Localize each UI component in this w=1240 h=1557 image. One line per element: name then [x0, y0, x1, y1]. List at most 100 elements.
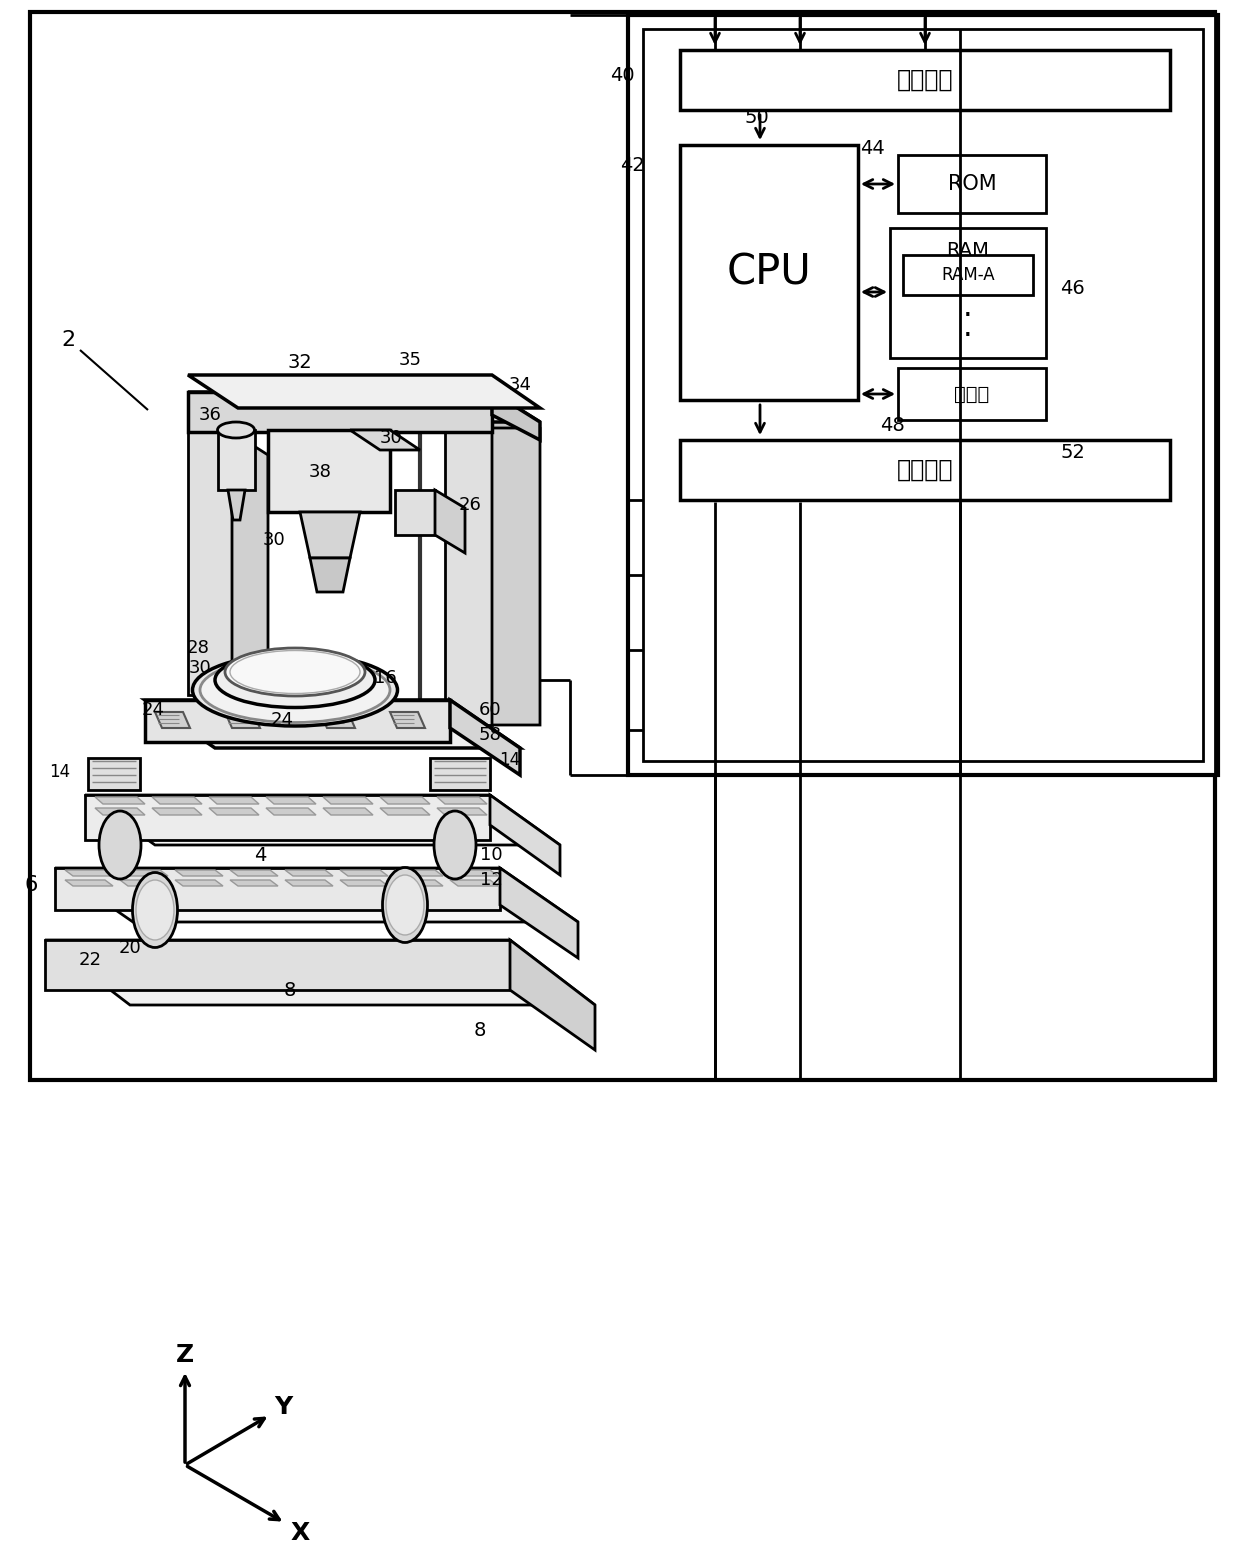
Text: 24: 24 [270, 712, 294, 729]
Polygon shape [145, 701, 520, 747]
Text: 26: 26 [459, 497, 481, 514]
Polygon shape [88, 758, 140, 789]
Text: 46: 46 [1060, 279, 1085, 297]
Ellipse shape [136, 880, 174, 940]
Polygon shape [340, 880, 388, 886]
Polygon shape [175, 880, 223, 886]
Polygon shape [64, 880, 113, 886]
Polygon shape [350, 430, 420, 450]
Bar [627, 16, 1218, 775]
Text: 36: 36 [198, 406, 222, 424]
Polygon shape [267, 808, 316, 814]
Polygon shape [188, 392, 492, 431]
Text: 输入接口: 输入接口 [897, 69, 954, 92]
Ellipse shape [386, 875, 424, 936]
Ellipse shape [133, 872, 177, 948]
Ellipse shape [382, 867, 428, 942]
Polygon shape [396, 880, 443, 886]
Text: 48: 48 [880, 416, 905, 434]
Polygon shape [500, 867, 578, 958]
Polygon shape [445, 395, 492, 726]
Polygon shape [210, 797, 259, 803]
Bar [680, 50, 1171, 111]
Polygon shape [188, 431, 232, 694]
Polygon shape [285, 880, 334, 886]
Bar [30, 12, 1215, 1081]
Text: 42: 42 [620, 156, 645, 174]
Polygon shape [175, 870, 223, 877]
Text: 30: 30 [379, 430, 403, 447]
Text: 30: 30 [188, 659, 211, 677]
Polygon shape [153, 808, 202, 814]
Text: 20: 20 [119, 939, 141, 958]
Text: 2: 2 [61, 330, 76, 350]
Text: 8: 8 [474, 1020, 486, 1040]
Polygon shape [310, 557, 350, 592]
Bar [898, 156, 1047, 213]
Polygon shape [188, 392, 539, 422]
Text: ·: · [963, 302, 973, 330]
Text: 12: 12 [480, 870, 503, 889]
Polygon shape [45, 940, 595, 1004]
Text: 50: 50 [745, 107, 770, 126]
Polygon shape [188, 375, 539, 408]
Text: Y: Y [274, 1395, 293, 1418]
Polygon shape [492, 392, 539, 441]
Polygon shape [55, 867, 578, 922]
Bar [890, 227, 1047, 358]
Bar [680, 145, 858, 400]
Polygon shape [492, 395, 539, 726]
Text: 14: 14 [500, 750, 521, 769]
Text: CPU: CPU [727, 251, 811, 293]
Text: 22: 22 [78, 951, 102, 968]
Polygon shape [430, 758, 490, 789]
Polygon shape [86, 796, 560, 845]
Bar [903, 255, 1033, 294]
Text: 34: 34 [508, 375, 532, 394]
Ellipse shape [200, 657, 391, 722]
Text: 6: 6 [25, 875, 38, 895]
Polygon shape [450, 701, 520, 775]
Polygon shape [379, 797, 430, 803]
Text: 28: 28 [186, 638, 210, 657]
Text: 30: 30 [262, 531, 285, 550]
Ellipse shape [224, 648, 365, 696]
Polygon shape [267, 797, 316, 803]
Polygon shape [300, 512, 360, 557]
Polygon shape [95, 808, 145, 814]
Polygon shape [229, 870, 278, 877]
Polygon shape [510, 940, 595, 1049]
Text: 40: 40 [610, 65, 635, 84]
Text: RAM: RAM [946, 240, 990, 260]
Polygon shape [86, 796, 490, 839]
Polygon shape [120, 880, 167, 886]
Polygon shape [322, 797, 373, 803]
Text: 38: 38 [309, 462, 331, 481]
Polygon shape [396, 870, 443, 877]
Text: 52: 52 [1060, 442, 1085, 461]
Polygon shape [285, 870, 334, 877]
Text: 44: 44 [861, 139, 885, 157]
Text: 32: 32 [288, 352, 312, 372]
Polygon shape [224, 712, 260, 729]
Polygon shape [450, 880, 498, 886]
Ellipse shape [99, 811, 141, 880]
Polygon shape [435, 490, 465, 553]
Text: 4: 4 [254, 845, 267, 864]
Polygon shape [396, 490, 435, 536]
Polygon shape [436, 808, 487, 814]
Text: Z: Z [176, 1344, 195, 1367]
Polygon shape [145, 701, 450, 743]
Text: 58: 58 [479, 726, 501, 744]
Text: 16: 16 [373, 670, 397, 687]
Text: 计数器: 计数器 [955, 385, 990, 403]
Polygon shape [229, 880, 278, 886]
Polygon shape [155, 712, 190, 729]
Polygon shape [232, 431, 268, 694]
Text: 35: 35 [398, 350, 422, 369]
Bar [644, 30, 1203, 761]
Text: 8: 8 [284, 981, 296, 1000]
Polygon shape [120, 870, 167, 877]
Text: X: X [290, 1521, 310, 1545]
Text: 输出接口: 输出接口 [897, 458, 954, 483]
